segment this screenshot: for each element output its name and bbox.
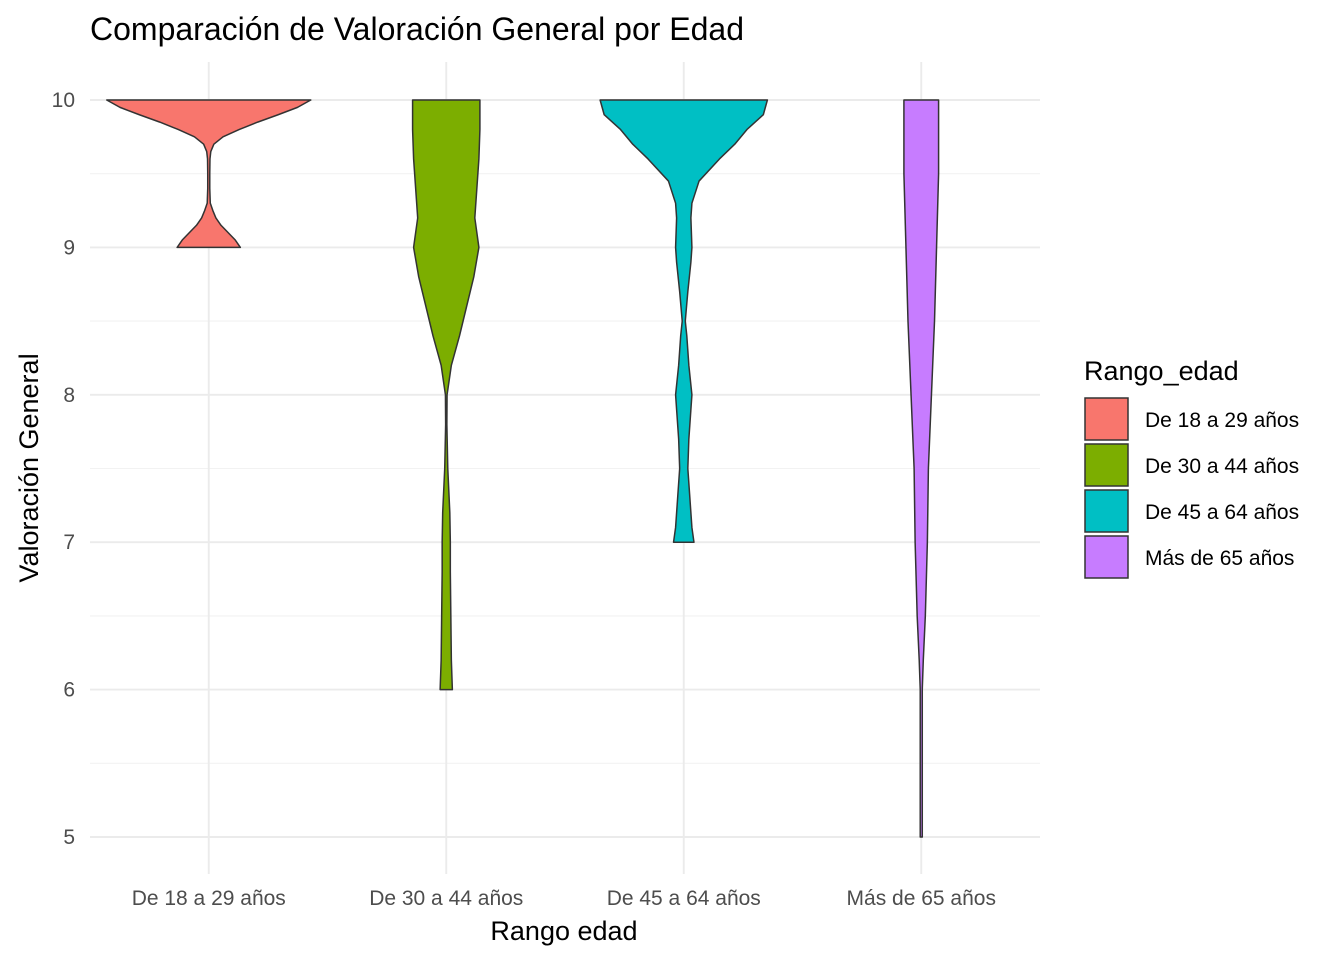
legend-title: Rango_edad: [1084, 356, 1239, 386]
legend-item: De 18 a 29 años: [1084, 397, 1299, 441]
chart-title: Comparación de Valoración General por Ed…: [90, 11, 744, 47]
y-tick-label: 9: [63, 236, 75, 259]
legend: Rango_edad De 18 a 29 años De 30 a 44 año…: [1084, 356, 1299, 579]
legend-key: [1084, 535, 1129, 579]
legend-item: De 45 a 64 años: [1084, 489, 1299, 533]
violin-1: [106, 99, 312, 249]
x-tick-label: De 45 a 64 años: [607, 887, 761, 910]
y-tick-label: 5: [63, 826, 75, 849]
legend-key: [1084, 397, 1129, 441]
y-tick-label: 7: [63, 531, 75, 554]
y-tick-label: 8: [63, 384, 75, 407]
legend-item: Más de 65 años: [1084, 535, 1294, 579]
legend-item: De 30 a 44 años: [1084, 443, 1299, 487]
y-tick-labels: 5 6 7 8 9 10: [52, 89, 75, 849]
violin-4: [903, 99, 940, 838]
x-tick-label: De 18 a 29 años: [132, 887, 286, 910]
violin-3: [599, 99, 769, 543]
legend-key: [1084, 443, 1129, 487]
y-tick-label: 10: [52, 89, 75, 112]
y-axis-title: Valoración General: [14, 353, 44, 582]
legend-label: Más de 65 años: [1145, 547, 1294, 570]
violins: [106, 99, 940, 838]
grid: [90, 62, 1040, 874]
x-tick-labels: De 18 a 29 años De 30 a 44 años De 45 a 64…: [132, 887, 996, 910]
legend-label: De 30 a 44 años: [1145, 455, 1299, 478]
y-tick-label: 6: [63, 679, 75, 702]
x-tick-label: De 30 a 44 años: [369, 887, 523, 910]
x-tick-label: Más de 65 años: [847, 887, 996, 910]
legend-label: De 45 a 64 años: [1145, 501, 1299, 524]
legend-key: [1084, 489, 1129, 533]
legend-label: De 18 a 29 años: [1145, 409, 1299, 432]
violin-2: [411, 99, 481, 691]
x-axis-title: Rango edad: [490, 916, 637, 946]
